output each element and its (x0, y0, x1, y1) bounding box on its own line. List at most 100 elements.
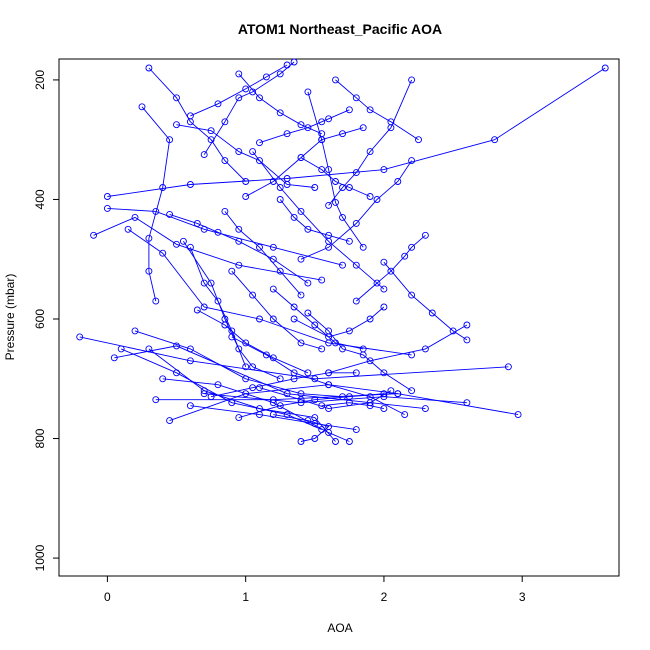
data-point (290, 375, 298, 383)
series-line (134, 330, 343, 398)
data-point (235, 261, 243, 269)
data-point (304, 88, 312, 96)
data-point (352, 261, 360, 269)
data-point (186, 112, 194, 120)
data-point (235, 70, 243, 78)
data-point (179, 237, 187, 245)
data-point (235, 414, 243, 422)
data-point (276, 109, 284, 117)
data-point (90, 231, 98, 239)
series-line (148, 348, 336, 442)
series-line (190, 405, 357, 431)
data-point (408, 387, 416, 395)
data-point (345, 237, 353, 245)
data-point (290, 58, 298, 66)
data-point (283, 181, 291, 188)
series-line (231, 270, 322, 350)
data-point (408, 76, 416, 84)
data-point (173, 342, 180, 350)
series-12 (103, 64, 609, 200)
data-point (242, 363, 250, 371)
data-point (311, 184, 319, 191)
data-point (283, 411, 291, 419)
data-point (166, 417, 174, 425)
data-point (166, 136, 174, 144)
series-33 (186, 243, 250, 371)
data-point (159, 249, 167, 257)
series-line (169, 213, 309, 284)
data-point (200, 303, 208, 311)
data-point (242, 85, 250, 93)
data-point (214, 297, 222, 305)
series-line (383, 261, 468, 341)
data-point (352, 94, 360, 102)
data-point (408, 291, 416, 299)
data-point (269, 315, 277, 323)
y-axis: 200 400 600 800 1000 (33, 70, 59, 571)
data-point (228, 327, 236, 335)
data-point (345, 327, 353, 335)
series-1 (131, 327, 346, 401)
series-line (169, 384, 398, 422)
data-point (366, 148, 374, 156)
data-point (145, 234, 153, 242)
data-point (249, 148, 257, 156)
data-point (276, 267, 284, 275)
data-point (207, 279, 215, 287)
data-point (352, 169, 360, 177)
series-line (238, 73, 322, 135)
data-point (221, 157, 229, 165)
data-point (463, 321, 471, 329)
series-37 (235, 70, 326, 138)
y-tick-label: 800 (33, 428, 47, 448)
data-point (256, 94, 263, 102)
data-point (297, 291, 305, 299)
data-point (463, 399, 471, 407)
series-line (273, 414, 330, 442)
series-7 (152, 390, 522, 419)
data-point (318, 345, 326, 353)
data-point (339, 345, 346, 353)
data-point (387, 267, 395, 275)
data-point (262, 73, 270, 81)
data-point (421, 345, 429, 353)
data-point (228, 267, 236, 275)
data-point (145, 267, 153, 275)
data-point (325, 405, 333, 413)
data-point (235, 345, 243, 353)
x-axis-label: AOA (327, 621, 352, 635)
data-point (401, 252, 409, 260)
data-point (415, 136, 422, 144)
series-11 (90, 213, 326, 284)
data-point (387, 118, 395, 126)
y-tick-label: 200 (33, 70, 47, 90)
data-point (318, 402, 326, 410)
data-point (318, 130, 326, 138)
y-tick-label: 400 (33, 189, 47, 209)
series-line (141, 106, 171, 302)
series-line (321, 402, 384, 410)
data-point (332, 198, 339, 206)
x-tick-label: 0 (104, 590, 111, 604)
data-point (491, 136, 499, 144)
series-line (189, 247, 247, 367)
data-point (352, 219, 360, 227)
data-point (131, 327, 139, 335)
data-point (235, 148, 243, 156)
data-point (325, 381, 333, 389)
data-point (290, 213, 298, 221)
series-40 (276, 196, 353, 245)
data-point (297, 154, 305, 162)
data-point (186, 181, 194, 188)
data-point (428, 309, 436, 317)
data-point (207, 127, 215, 135)
series-line (335, 79, 419, 141)
series-29 (325, 321, 471, 377)
data-point (256, 157, 263, 165)
data-point (373, 279, 381, 287)
x-tick-label: 3 (519, 590, 526, 604)
y-tick-label: 600 (33, 309, 47, 329)
series-15 (173, 121, 319, 191)
data-point (421, 405, 429, 413)
